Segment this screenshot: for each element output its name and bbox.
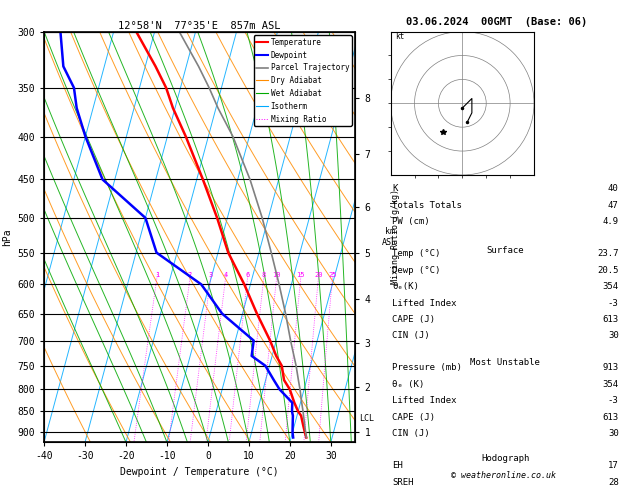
Text: 10: 10 (272, 272, 281, 278)
Text: Temp (°C): Temp (°C) (392, 249, 440, 259)
Text: 03.06.2024  00GMT  (Base: 06): 03.06.2024 00GMT (Base: 06) (406, 17, 587, 27)
Text: Mixing Ratio (g/kg): Mixing Ratio (g/kg) (391, 190, 401, 284)
Text: 30: 30 (608, 331, 619, 340)
Legend: Temperature, Dewpoint, Parcel Trajectory, Dry Adiabat, Wet Adiabat, Isotherm, Mi: Temperature, Dewpoint, Parcel Trajectory… (254, 35, 352, 126)
Text: 17: 17 (608, 461, 619, 470)
Text: 6: 6 (245, 272, 250, 278)
Text: © weatheronline.co.uk: © weatheronline.co.uk (451, 471, 555, 480)
Text: -3: -3 (608, 298, 619, 308)
Text: 4: 4 (223, 272, 228, 278)
Text: -3: -3 (608, 396, 619, 405)
Text: Hodograph: Hodograph (481, 454, 530, 463)
Text: Dewp (°C): Dewp (°C) (392, 266, 440, 275)
Text: θₑ (K): θₑ (K) (392, 380, 425, 389)
Text: 2: 2 (188, 272, 192, 278)
Text: 47: 47 (608, 201, 619, 209)
Text: PW (cm): PW (cm) (392, 217, 430, 226)
Text: θₑ(K): θₑ(K) (392, 282, 419, 291)
Text: 23.7: 23.7 (597, 249, 619, 259)
Text: 8: 8 (262, 272, 266, 278)
Text: 1: 1 (155, 272, 159, 278)
Text: 40: 40 (608, 184, 619, 193)
Text: 25: 25 (328, 272, 337, 278)
Text: 613: 613 (603, 413, 619, 421)
Text: EH: EH (392, 461, 403, 470)
Text: 30: 30 (608, 429, 619, 438)
Text: 15: 15 (296, 272, 305, 278)
Text: 613: 613 (603, 315, 619, 324)
Text: CAPE (J): CAPE (J) (392, 413, 435, 421)
Text: Surface: Surface (487, 246, 524, 255)
Title: 12°58'N  77°35'E  857m ASL: 12°58'N 77°35'E 857m ASL (118, 21, 281, 31)
Y-axis label: km
ASL: km ASL (382, 227, 398, 246)
Text: CIN (J): CIN (J) (392, 331, 430, 340)
Text: 20.5: 20.5 (597, 266, 619, 275)
Text: 354: 354 (603, 380, 619, 389)
X-axis label: Dewpoint / Temperature (°C): Dewpoint / Temperature (°C) (120, 467, 279, 477)
Text: K: K (392, 184, 398, 193)
Text: SREH: SREH (392, 478, 414, 486)
Y-axis label: hPa: hPa (2, 228, 12, 246)
Text: 20: 20 (314, 272, 323, 278)
Text: LCL: LCL (360, 414, 374, 423)
Text: Totals Totals: Totals Totals (392, 201, 462, 209)
Text: 913: 913 (603, 363, 619, 372)
Text: kt: kt (396, 32, 404, 41)
Text: Lifted Index: Lifted Index (392, 396, 457, 405)
Text: Pressure (mb): Pressure (mb) (392, 363, 462, 372)
Text: CIN (J): CIN (J) (392, 429, 430, 438)
Text: Most Unstable: Most Unstable (470, 358, 540, 367)
Text: 28: 28 (608, 478, 619, 486)
Text: 3: 3 (208, 272, 213, 278)
Text: CAPE (J): CAPE (J) (392, 315, 435, 324)
Text: Lifted Index: Lifted Index (392, 298, 457, 308)
Text: 354: 354 (603, 282, 619, 291)
Text: 4.9: 4.9 (603, 217, 619, 226)
